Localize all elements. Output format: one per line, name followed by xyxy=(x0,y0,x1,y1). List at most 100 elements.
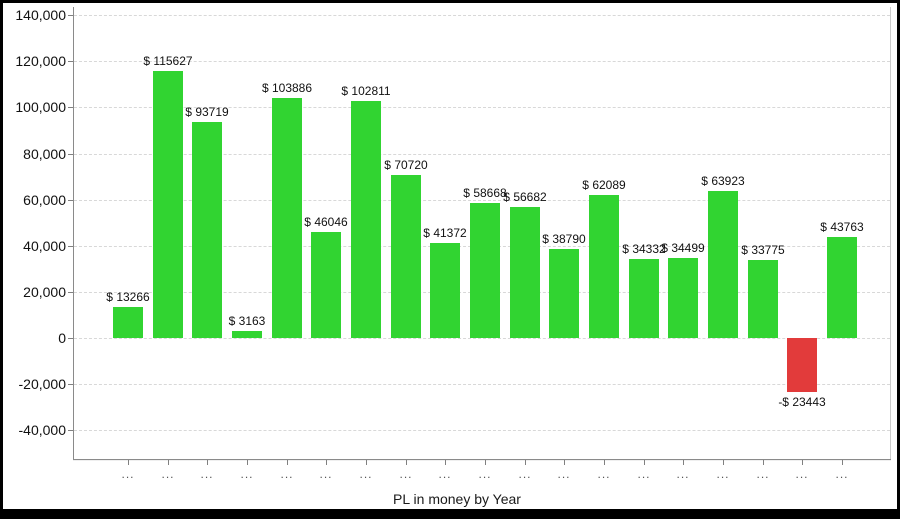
bar-value-label: $ 38790 xyxy=(542,232,586,246)
gridline xyxy=(74,15,890,16)
bar-positive xyxy=(748,260,778,338)
x-axis-tick xyxy=(763,460,764,465)
x-axis-category-label: ... xyxy=(597,467,611,481)
x-axis-tick xyxy=(326,460,327,465)
bar-positive xyxy=(629,259,659,338)
y-axis-tick-label: 60,000 xyxy=(23,192,66,208)
bar-value-label: $ 103886 xyxy=(261,81,313,95)
gridline xyxy=(74,200,890,201)
x-axis-tick xyxy=(366,460,367,465)
bar-positive xyxy=(470,203,500,338)
bar-value-label: -$ 23443 xyxy=(778,395,826,409)
bar-value-label: $ 34332 xyxy=(622,242,666,256)
gridline xyxy=(74,430,890,431)
bar-positive xyxy=(668,258,698,338)
x-axis-category-label: ... xyxy=(676,467,690,481)
y-axis-tick-label: 80,000 xyxy=(23,146,66,162)
x-axis-line xyxy=(73,459,891,460)
y-axis-tick xyxy=(68,61,73,62)
x-axis-tick xyxy=(644,460,645,465)
bar-value-label: $ 34499 xyxy=(661,241,705,255)
bar-positive xyxy=(351,101,381,338)
y-axis-tick-label: 100,000 xyxy=(15,99,66,115)
bar-value-label: $ 62089 xyxy=(582,178,626,192)
y-axis-tick xyxy=(68,338,73,339)
x-axis-tick xyxy=(168,460,169,465)
y-axis-tick xyxy=(68,200,73,201)
bar-positive xyxy=(510,207,540,338)
y-axis-tick-label: 20,000 xyxy=(23,284,66,300)
bar-value-label: $ 13266 xyxy=(106,290,150,304)
x-axis-tick xyxy=(842,460,843,465)
gridline xyxy=(74,338,890,339)
bar-value-label: $ 115627 xyxy=(143,54,193,68)
x-axis-category-label: ... xyxy=(518,467,532,481)
bar-value-label: $ 46046 xyxy=(304,215,348,229)
bar-positive xyxy=(549,249,579,338)
y-axis-tick-label: -20,000 xyxy=(18,376,66,392)
bar-positive xyxy=(708,191,738,338)
x-axis-category-label: ... xyxy=(795,467,809,481)
bar-negative xyxy=(787,338,817,392)
bar-value-label: $ 58668 xyxy=(463,186,507,200)
x-axis-tick xyxy=(604,460,605,465)
bar-positive xyxy=(153,71,183,338)
x-axis-category-label: ... xyxy=(716,467,730,481)
x-axis-category-label: ... xyxy=(756,467,770,481)
x-axis-category-label: ... xyxy=(399,467,413,481)
x-axis-category-label: ... xyxy=(637,467,651,481)
bar-positive xyxy=(272,98,302,338)
y-axis-tick xyxy=(68,15,73,16)
x-axis-category-label: ... xyxy=(200,467,214,481)
x-axis-category-label: ... xyxy=(240,467,254,481)
y-axis-tick xyxy=(68,292,73,293)
y-axis-tick xyxy=(68,430,73,431)
y-axis-line xyxy=(73,7,74,459)
bar-positive xyxy=(232,331,262,338)
x-axis-tick xyxy=(247,460,248,465)
bar-value-label: $ 63923 xyxy=(701,174,745,188)
x-axis-category-label: ... xyxy=(319,467,333,481)
bar-positive xyxy=(430,243,460,338)
x-axis-tick xyxy=(525,460,526,465)
x-axis-category-label: ... xyxy=(161,467,175,481)
y-axis-tick-label: 0 xyxy=(58,330,66,346)
bar-positive xyxy=(113,307,143,338)
y-axis-tick xyxy=(68,107,73,108)
y-axis-tick xyxy=(68,384,73,385)
x-axis-category-label: ... xyxy=(557,467,571,481)
x-axis-tick xyxy=(406,460,407,465)
y-axis-tick-label: -40,000 xyxy=(18,422,66,438)
bar-value-label: $ 102811 xyxy=(341,84,391,98)
bar-positive xyxy=(311,232,341,338)
x-axis-tick xyxy=(287,460,288,465)
bar-value-label: $ 93719 xyxy=(185,105,229,119)
x-axis-category-label: ... xyxy=(478,467,492,481)
bar-positive xyxy=(192,122,222,338)
x-axis-tick xyxy=(683,460,684,465)
y-axis-tick-label: 120,000 xyxy=(15,53,66,69)
gridline xyxy=(74,384,890,385)
y-axis-tick-label: 140,000 xyxy=(15,7,66,23)
x-axis-tick xyxy=(564,460,565,465)
bar-positive xyxy=(827,237,857,338)
gridline xyxy=(74,107,890,108)
bar-value-label: $ 43763 xyxy=(820,220,864,234)
gridline xyxy=(74,61,890,62)
bar-value-label: $ 70720 xyxy=(384,158,428,172)
bar-value-label: $ 41372 xyxy=(423,226,467,240)
bar-positive xyxy=(589,195,619,338)
x-axis-tick xyxy=(207,460,208,465)
y-axis-tick-label: 40,000 xyxy=(23,238,66,254)
gridline xyxy=(74,154,890,155)
bar-value-label: $ 56682 xyxy=(503,190,547,204)
x-axis-tick xyxy=(802,460,803,465)
bar-value-label: $ 33775 xyxy=(741,243,785,257)
bar-value-label: $ 3163 xyxy=(228,314,266,328)
x-axis-category-label: ... xyxy=(835,467,849,481)
x-axis-category-label: ... xyxy=(438,467,452,481)
x-axis-category-label: ... xyxy=(121,467,135,481)
x-axis-tick xyxy=(485,460,486,465)
y-axis-tick xyxy=(68,246,73,247)
